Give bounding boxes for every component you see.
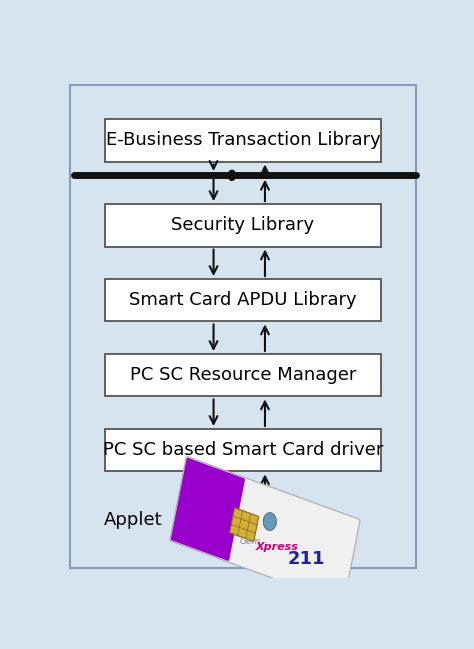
- Text: Security Library: Security Library: [172, 216, 314, 234]
- Text: Applet: Applet: [103, 511, 162, 529]
- FancyBboxPatch shape: [105, 204, 381, 247]
- Text: Xpress: Xpress: [255, 543, 298, 552]
- Circle shape: [263, 513, 276, 531]
- Text: 211: 211: [287, 550, 325, 568]
- FancyBboxPatch shape: [171, 458, 245, 561]
- Text: Smart Card APDU Library: Smart Card APDU Library: [129, 291, 357, 310]
- Text: E-Business Transaction Library: E-Business Transaction Library: [106, 131, 380, 149]
- FancyBboxPatch shape: [105, 429, 381, 471]
- Text: PC SC Resource Manager: PC SC Resource Manager: [130, 366, 356, 384]
- FancyBboxPatch shape: [170, 457, 360, 604]
- FancyBboxPatch shape: [105, 354, 381, 397]
- FancyBboxPatch shape: [105, 279, 381, 321]
- Text: Gem: Gem: [239, 537, 261, 546]
- FancyBboxPatch shape: [229, 508, 259, 541]
- Circle shape: [228, 170, 236, 180]
- FancyBboxPatch shape: [105, 119, 381, 162]
- FancyBboxPatch shape: [70, 86, 416, 568]
- Text: PC SC based Smart Card driver: PC SC based Smart Card driver: [103, 441, 383, 459]
